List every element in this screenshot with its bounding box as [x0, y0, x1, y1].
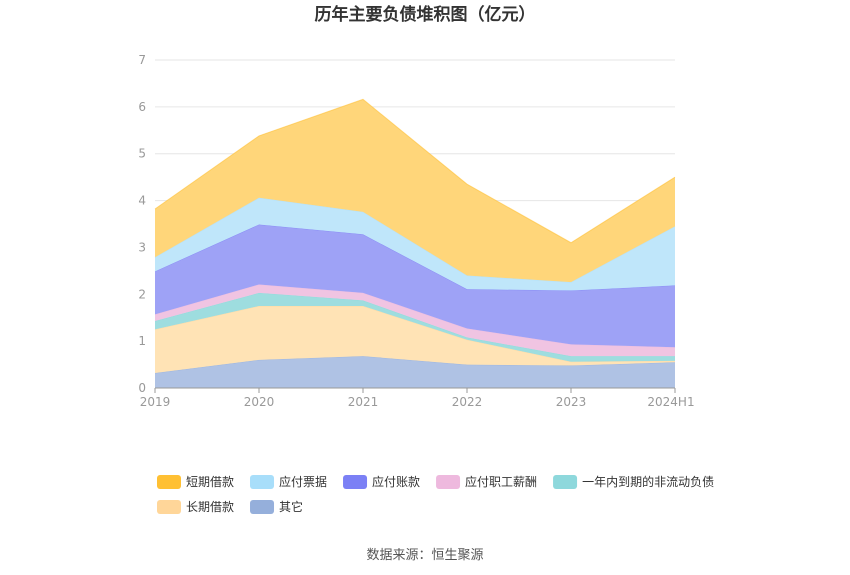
legend-label: 应付账款: [372, 474, 420, 489]
y-tick-label: 2: [138, 287, 146, 301]
y-tick-label: 1: [138, 334, 146, 348]
legend-label: 一年内到期的非流动负债: [582, 474, 714, 489]
legend-item[interactable]: 应付票据: [250, 474, 327, 489]
legend-label: 应付票据: [279, 474, 327, 489]
legend-item[interactable]: 应付职工薪酬: [436, 474, 537, 489]
axis-layer: 0 1 2 3 4 5 6 7 2019 2020 2021 2022 2023 2024H1: [138, 53, 694, 409]
x-tick-label: 2019: [140, 395, 171, 409]
y-tick-label: 6: [138, 100, 146, 114]
legend-label: 应付职工薪酬: [465, 474, 537, 489]
legend-swatch: [343, 475, 368, 489]
legend-swatch: [157, 475, 181, 489]
x-tick-label: 2023: [556, 395, 587, 409]
x-tick-label: 2020: [244, 395, 275, 409]
legend-item[interactable]: 短期借款: [157, 475, 234, 489]
y-tick-label: 0: [138, 381, 146, 395]
y-tick-label: 5: [138, 147, 146, 161]
legend-label: 长期借款: [186, 500, 234, 514]
legend-item[interactable]: 应付账款: [343, 474, 420, 489]
y-tick-label: 7: [138, 53, 146, 67]
chart-title: 历年主要负债堆积图（亿元）: [315, 4, 536, 25]
legend-label: 短期借款: [186, 475, 234, 489]
legend-swatch: [157, 500, 181, 514]
legend-swatch: [553, 475, 578, 489]
area-series-4: [155, 224, 675, 348]
area-series-3: [155, 284, 675, 357]
data-source: 数据来源：恒生聚源: [366, 548, 483, 563]
x-tick-label: 2024H1: [647, 395, 694, 409]
legend-swatch: [250, 475, 275, 489]
area-series-0: [155, 356, 675, 388]
legend-item[interactable]: 长期借款: [157, 500, 234, 514]
y-tick-label: 3: [138, 240, 146, 254]
legend-swatch: [436, 475, 461, 489]
legend-item[interactable]: 其它: [250, 499, 303, 514]
legend-label: 其它: [279, 499, 303, 514]
area-series-edge-6: [154, 98, 676, 244]
area-series-6: [155, 99, 675, 283]
x-tick-label: 2022: [452, 395, 483, 409]
y-tick-label: 4: [138, 194, 146, 208]
legend-item[interactable]: 一年内到期的非流动负债: [553, 474, 714, 489]
area-layer: [154, 98, 676, 388]
legend-swatch: [250, 500, 275, 514]
x-tick-label: 2021: [348, 395, 379, 409]
